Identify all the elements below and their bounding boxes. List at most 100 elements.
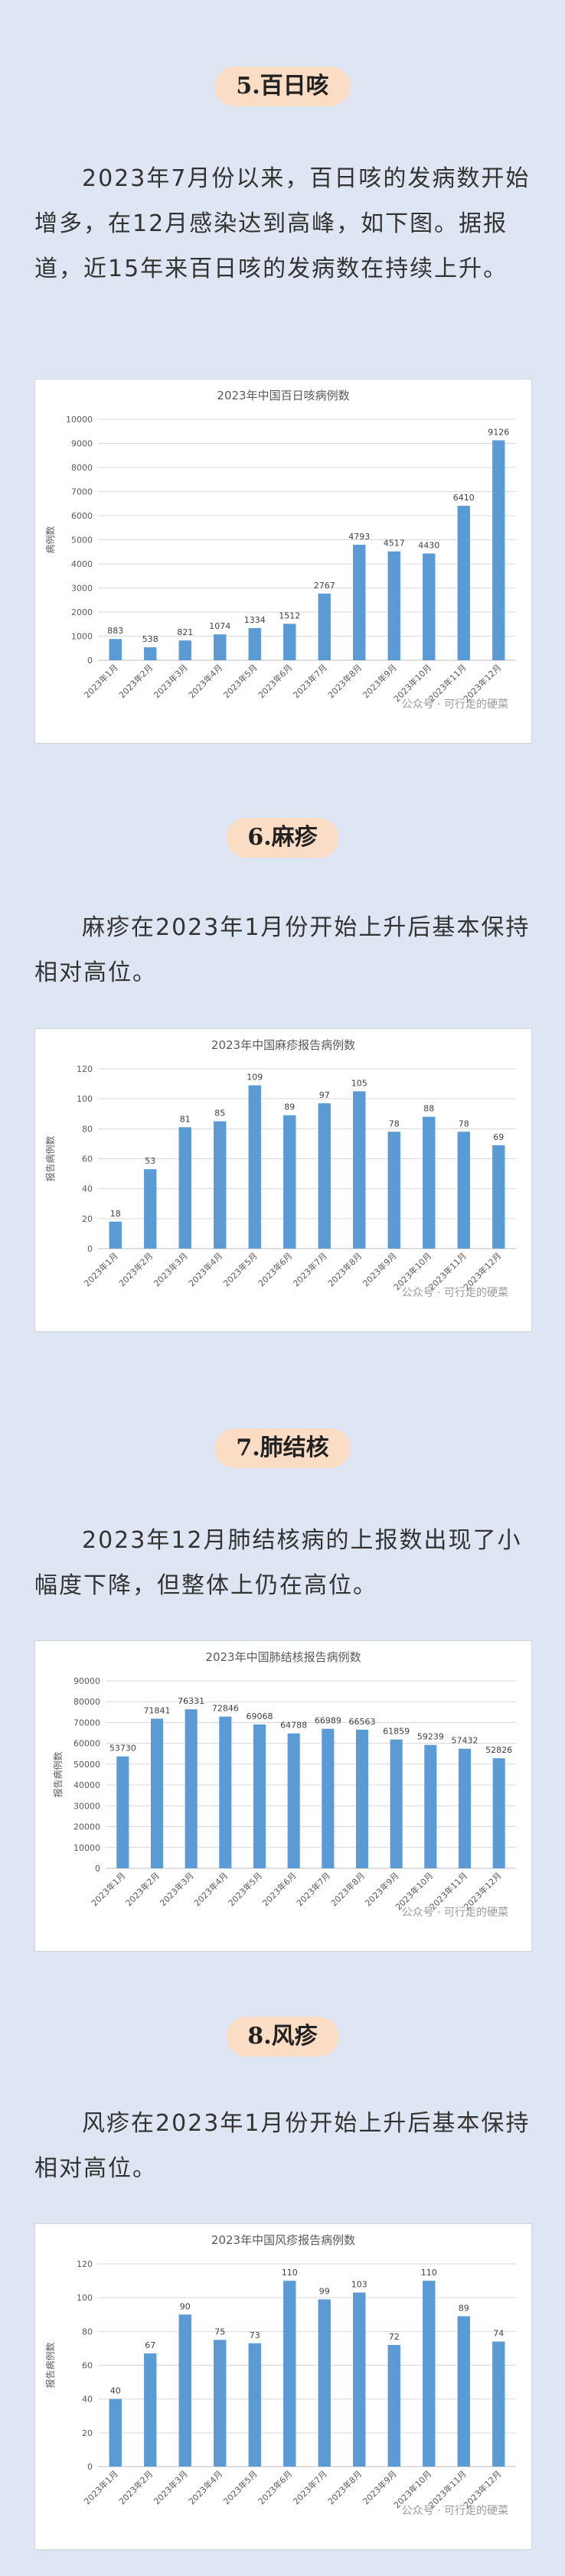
y-tick-label: 120 (77, 1064, 93, 1074)
x-tick-label: 2023年5月 (226, 1870, 264, 1908)
data-label: 72846 (212, 1704, 239, 1714)
section-heading: 5.百日咳 (214, 67, 351, 106)
x-tick-label: 2023年4月 (186, 662, 224, 700)
data-label: 18 (110, 1209, 121, 1219)
data-label: 88 (423, 1104, 434, 1114)
y-tick-label: 60 (82, 2361, 93, 2371)
chart-title: 2023年中国肺结核报告病例数 (205, 1650, 361, 1664)
y-tick-label: 10000 (66, 415, 93, 425)
x-tick-label: 2023年9月 (361, 662, 399, 700)
bar (387, 551, 400, 660)
bar (318, 593, 331, 660)
chart-card: 2023年中国百日咳病例数 病例数 0 1000 2000 3000 4000 5000 600… (34, 379, 532, 744)
data-label: 2767 (314, 581, 335, 591)
bar (423, 2281, 436, 2467)
bar (185, 1709, 198, 1868)
x-tick-label: 2023年5月 (221, 662, 260, 700)
y-tick-label: 0 (87, 1244, 93, 1254)
bar (109, 639, 122, 660)
x-tick-label: 2023年7月 (291, 662, 329, 700)
data-label: 78 (459, 1119, 469, 1128)
chart-title: 2023年中国风疹报告病例数 (211, 2233, 355, 2247)
y-tick-label: 20 (82, 1214, 93, 1224)
bar (283, 1115, 296, 1249)
chart-card: 2023年中国麻疹报告病例数 报告病例数 0 20 40 60 80 100 120 18 2023… (34, 1028, 532, 1332)
bar (355, 1729, 369, 1868)
bar (457, 2316, 470, 2467)
x-tick-label: 2023年7月 (291, 1250, 329, 1288)
data-label: 97 (319, 1090, 330, 1100)
bar (144, 2353, 157, 2467)
bar (109, 2399, 122, 2467)
x-tick-label: 2023年9月 (361, 1250, 399, 1288)
x-tick-label: 2023年4月 (191, 1870, 230, 1908)
y-tick-label: 2000 (71, 607, 93, 617)
bar (387, 2345, 400, 2467)
x-tick-label: 2023年3月 (152, 2468, 190, 2506)
y-tick-label: 30000 (73, 1801, 100, 1811)
data-label: 1074 (209, 621, 230, 631)
y-tick-label: 80 (82, 1124, 93, 1134)
x-tick-label: 2023年7月 (294, 1870, 332, 1908)
data-label: 53730 (109, 1744, 136, 1754)
data-label: 883 (107, 626, 123, 636)
y-tick-label: 8000 (71, 463, 93, 473)
y-tick-label: 40 (82, 1184, 93, 1194)
x-tick-label: 2023年3月 (152, 662, 190, 700)
data-label: 75 (214, 2327, 225, 2337)
data-label: 71841 (144, 1705, 171, 1715)
data-label: 57432 (452, 1736, 478, 1746)
bar (109, 1221, 122, 1249)
bar (248, 2343, 261, 2467)
bar (457, 1132, 470, 1249)
y-tick-label: 20000 (73, 1822, 100, 1832)
y-tick-label: 5000 (71, 536, 93, 545)
x-tick-label: 2023年6月 (260, 1870, 299, 1908)
y-tick-label: 80000 (73, 1697, 100, 1707)
y-tick-label: 7000 (71, 487, 93, 497)
bar (248, 1085, 261, 1249)
section-heading: 7.肺结核 (214, 1428, 351, 1468)
data-label: 73 (250, 2330, 260, 2340)
section-paragraph: 2023年7月份以来，百日咳的发病数开始增多，在12月感染达到高峰，如下图。据报… (34, 165, 531, 282)
data-label: 4517 (384, 539, 405, 549)
data-label: 85 (214, 1109, 225, 1119)
chart-card: 2023年中国肺结核报告病例数 报告病例数 0 10000 20000 30000 4000… (34, 1640, 532, 1952)
y-tick-label: 50000 (73, 1760, 100, 1770)
y-axis-label: 报告病例数 (52, 1751, 64, 1797)
x-tick-label: 2023年4月 (186, 2468, 224, 2506)
section-heading: 8.风疹 (226, 2017, 339, 2057)
bar (492, 1758, 505, 1868)
chart-title: 2023年中国百日咳病例数 (217, 389, 349, 402)
bar (144, 1169, 157, 1249)
data-label: 89 (284, 1102, 295, 1112)
bar (116, 1756, 129, 1868)
bar (214, 1121, 227, 1249)
bar (353, 1091, 366, 1249)
chart-card: 2023年中国风疹报告病例数 报告病例数 0 20 40 60 80 100 120 40 2023… (34, 2223, 532, 2550)
data-label: 9126 (488, 428, 509, 438)
y-tick-label: 100 (77, 1094, 93, 1104)
watermark: 公众号 · 可行走的硬菜 (402, 699, 508, 711)
y-tick-label: 70000 (73, 1718, 100, 1728)
x-tick-label: 2023年1月 (82, 1250, 120, 1288)
x-tick-label: 2023年6月 (256, 2468, 294, 2506)
y-tick-label: 6000 (71, 511, 93, 521)
data-label: 4793 (348, 532, 370, 542)
bar (219, 1716, 232, 1868)
bar (178, 640, 191, 660)
x-tick-label: 2023年2月 (116, 1250, 155, 1288)
watermark: 公众号 · 可行走的硬菜 (402, 1287, 508, 1299)
data-label: 99 (319, 2286, 330, 2296)
bar (353, 545, 366, 660)
data-label: 4430 (418, 540, 439, 550)
data-label: 69068 (247, 1711, 273, 1721)
y-axis-label: 报告病例数 (44, 1135, 56, 1181)
y-axis-label: 报告病例数 (44, 2342, 56, 2388)
bar (424, 1744, 437, 1868)
data-label: 67 (145, 2340, 155, 2350)
x-tick-label: 2023年4月 (186, 1250, 224, 1288)
x-tick-label: 2023年3月 (152, 1250, 190, 1288)
